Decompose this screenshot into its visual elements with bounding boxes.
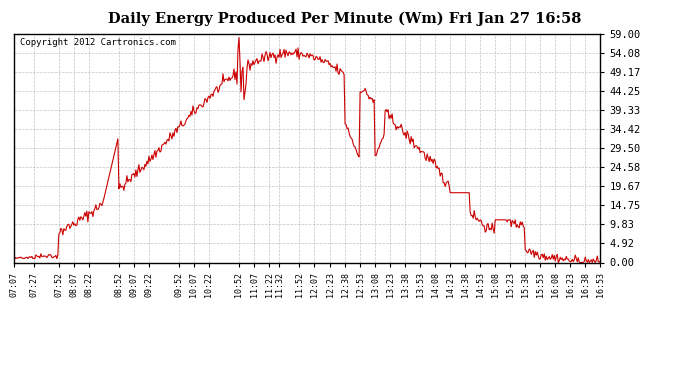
Text: Copyright 2012 Cartronics.com: Copyright 2012 Cartronics.com: [19, 38, 175, 47]
Text: Daily Energy Produced Per Minute (Wm) Fri Jan 27 16:58: Daily Energy Produced Per Minute (Wm) Fr…: [108, 11, 582, 26]
